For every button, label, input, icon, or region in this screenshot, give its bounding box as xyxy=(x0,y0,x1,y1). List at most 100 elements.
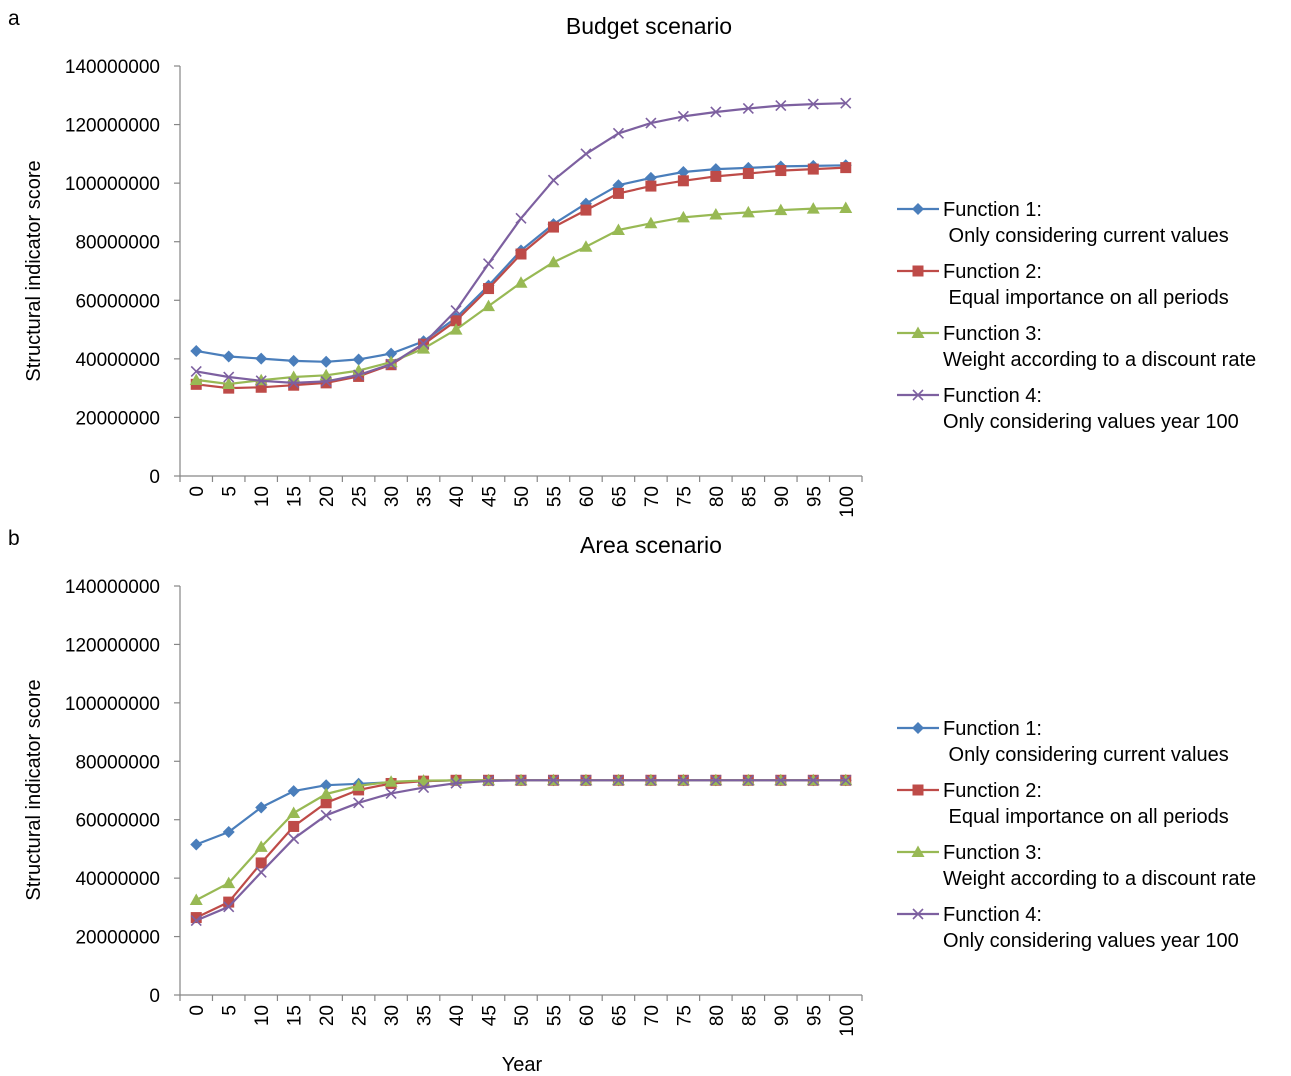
data-point-marker xyxy=(319,787,333,800)
data-point-marker xyxy=(254,373,268,386)
data-point-marker xyxy=(482,775,495,787)
data-point-marker xyxy=(612,774,624,786)
data-point-marker xyxy=(320,377,332,389)
data-point-marker xyxy=(190,838,203,851)
series-line xyxy=(195,779,846,922)
data-point-marker xyxy=(418,782,430,794)
series-function-4 xyxy=(190,97,852,389)
legend-marker xyxy=(911,326,925,338)
data-point-marker xyxy=(515,212,527,224)
data-point-marker xyxy=(774,203,788,216)
data-point-marker xyxy=(353,797,365,809)
y-tick-label: 20000000 xyxy=(75,928,160,949)
data-point-marker xyxy=(352,353,365,366)
data-point-marker xyxy=(482,773,496,786)
data-point-marker xyxy=(352,779,366,791)
y-tick-label: 100000000 xyxy=(65,174,160,195)
x-axis-ticks: 0 5 10 15 20 25 30 35 40 45 50 55 60 65 70 75 80 85 90 95 10… xyxy=(179,476,863,518)
data-point-marker xyxy=(645,117,657,129)
data-point-marker xyxy=(483,283,495,295)
y-tick-label: 60000000 xyxy=(75,291,160,312)
data-point-marker xyxy=(580,148,592,160)
y-tick-label: 100000000 xyxy=(65,694,160,715)
data-point-marker xyxy=(546,255,560,268)
data-point-marker xyxy=(644,216,658,229)
data-point-marker xyxy=(384,775,398,787)
data-point-marker xyxy=(514,276,528,288)
series-layer xyxy=(189,773,853,927)
x-tick-label: 55 xyxy=(544,1005,565,1026)
data-point-marker xyxy=(612,127,624,139)
x-tick-label: 95 xyxy=(804,1005,825,1026)
data-point-marker xyxy=(645,774,657,786)
data-point-marker xyxy=(255,375,267,387)
y-axis-label: Structural indicator score xyxy=(23,679,45,900)
chart-title: Budget scenario xyxy=(566,13,732,39)
data-point-marker xyxy=(222,876,236,889)
data-point-marker xyxy=(190,365,202,378)
data-point-marker xyxy=(189,893,203,906)
data-point-marker xyxy=(677,110,689,122)
legend-label: Function 4: xyxy=(943,385,1042,407)
x-tick-label: 95 xyxy=(804,486,825,507)
data-point-marker xyxy=(255,352,268,365)
y-tick-label: 40000000 xyxy=(75,869,160,890)
data-point-marker xyxy=(579,240,593,252)
data-point-marker xyxy=(320,797,332,809)
x-tick-label: 55 xyxy=(544,486,565,507)
axes xyxy=(179,66,862,477)
y-tick-label: 80000000 xyxy=(75,233,160,254)
data-point-marker xyxy=(288,379,300,391)
legend: Function 1: Only considering current val… xyxy=(897,199,1256,433)
x-tick-label: 40 xyxy=(447,486,468,507)
data-point-marker xyxy=(839,201,853,214)
x-tick-label: 85 xyxy=(739,486,760,507)
x-tick-label: 100 xyxy=(837,486,858,518)
x-axis-ticks: 0 5 10 15 20 25 30 35 40 45 50 55 60 65 70 75 80 85 90 95 10… xyxy=(179,995,863,1037)
data-point-marker xyxy=(742,167,754,179)
series-function-2 xyxy=(190,774,852,924)
data-point-marker xyxy=(742,102,754,115)
legend-marker xyxy=(912,722,924,734)
data-point-marker xyxy=(611,223,625,235)
legend-label: Function 2: xyxy=(943,261,1042,283)
data-point-marker xyxy=(417,342,431,354)
x-tick-label: 10 xyxy=(252,1005,273,1026)
data-point-marker xyxy=(385,347,398,360)
legend-sublabel: Equal importance on all periods xyxy=(943,806,1229,828)
data-point-marker xyxy=(547,221,559,233)
x-tick-label: 60 xyxy=(577,1005,598,1026)
x-tick-label: 50 xyxy=(512,1005,533,1026)
data-point-marker xyxy=(449,323,463,335)
data-point-marker xyxy=(189,373,203,385)
axes xyxy=(179,586,862,996)
x-tick-label: 0 xyxy=(187,486,208,497)
legend-marker xyxy=(911,845,925,857)
x-tick-label: 0 xyxy=(187,1005,208,1016)
data-point-marker xyxy=(288,820,300,832)
legend-sublabel: Only considering current values xyxy=(943,744,1229,766)
x-tick-label: 90 xyxy=(772,486,793,507)
x-tick-label: 30 xyxy=(382,486,403,507)
x-tick-label: 80 xyxy=(707,486,728,507)
y-tick-label: 0 xyxy=(149,467,160,488)
series-function-4 xyxy=(190,774,852,927)
data-point-marker xyxy=(320,809,332,821)
legend-marker xyxy=(912,784,924,796)
legend-item-function-1: Function 1: Only considering current val… xyxy=(897,199,1229,247)
data-point-marker xyxy=(450,304,462,317)
x-tick-label: 35 xyxy=(415,1005,436,1026)
legend-item-function-3: Function 3: Weight according to a discoun… xyxy=(897,842,1256,890)
data-point-marker xyxy=(515,248,527,260)
data-point-marker xyxy=(417,774,431,786)
data-point-marker xyxy=(710,170,722,182)
x-tick-label: 45 xyxy=(480,1005,501,1026)
legend-label: Function 1: xyxy=(943,718,1042,740)
data-point-marker xyxy=(742,774,754,786)
data-point-marker xyxy=(287,806,301,818)
legend-sublabel: Only considering values year 100 xyxy=(943,930,1239,952)
legend-marker xyxy=(912,389,924,401)
legend-item-function-1: Function 1: Only considering current val… xyxy=(897,718,1229,766)
series-function-1 xyxy=(190,159,852,368)
data-point-marker xyxy=(515,774,527,786)
